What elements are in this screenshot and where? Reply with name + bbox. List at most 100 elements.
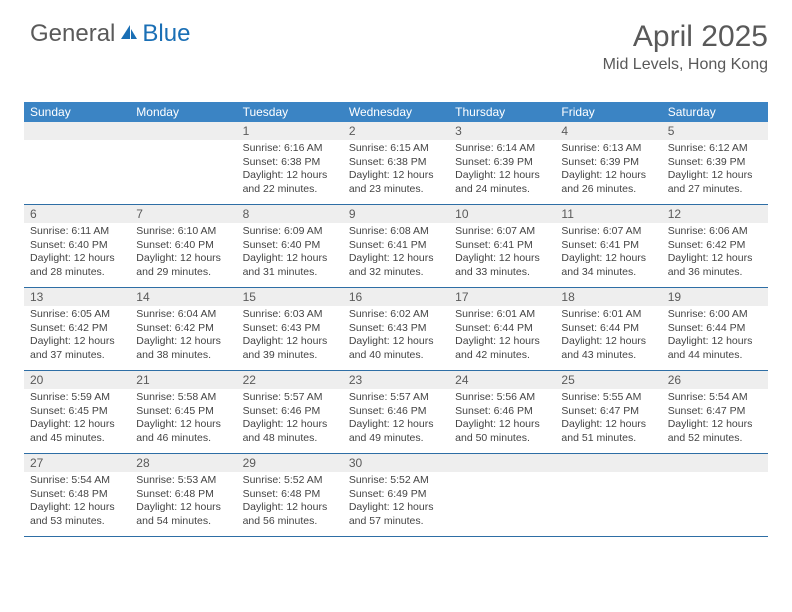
calendar-cell: 14Sunrise: 6:04 AMSunset: 6:42 PMDayligh… bbox=[130, 288, 236, 370]
cell-line: Sunset: 6:40 PM bbox=[30, 239, 124, 253]
cell-line: Sunset: 6:42 PM bbox=[136, 322, 230, 336]
cell-content: Sunrise: 6:12 AMSunset: 6:39 PMDaylight:… bbox=[662, 140, 768, 203]
cell-line: and 33 minutes. bbox=[455, 266, 549, 280]
cell-line: Daylight: 12 hours bbox=[668, 335, 762, 349]
cell-line: and 48 minutes. bbox=[243, 432, 337, 446]
day-number: 26 bbox=[662, 371, 768, 389]
day-number: 29 bbox=[237, 454, 343, 472]
cell-content: Sunrise: 6:01 AMSunset: 6:44 PMDaylight:… bbox=[555, 306, 661, 369]
cell-line: Daylight: 12 hours bbox=[243, 252, 337, 266]
cell-line: Sunset: 6:48 PM bbox=[30, 488, 124, 502]
week-row: 27Sunrise: 5:54 AMSunset: 6:48 PMDayligh… bbox=[24, 454, 768, 537]
cell-line: Sunset: 6:41 PM bbox=[561, 239, 655, 253]
calendar-cell: 16Sunrise: 6:02 AMSunset: 6:43 PMDayligh… bbox=[343, 288, 449, 370]
cell-line: Sunrise: 6:16 AM bbox=[243, 142, 337, 156]
day-number: 8 bbox=[237, 205, 343, 223]
cell-line: Sunset: 6:44 PM bbox=[561, 322, 655, 336]
day-number: 10 bbox=[449, 205, 555, 223]
cell-line: and 38 minutes. bbox=[136, 349, 230, 363]
cell-line: Sunrise: 5:54 AM bbox=[668, 391, 762, 405]
day-number: 23 bbox=[343, 371, 449, 389]
calendar-cell: 23Sunrise: 5:57 AMSunset: 6:46 PMDayligh… bbox=[343, 371, 449, 453]
calendar-cell: 19Sunrise: 6:00 AMSunset: 6:44 PMDayligh… bbox=[662, 288, 768, 370]
cell-line: Daylight: 12 hours bbox=[243, 418, 337, 432]
cell-line: Sunset: 6:47 PM bbox=[561, 405, 655, 419]
cell-line: Sunrise: 6:08 AM bbox=[349, 225, 443, 239]
cell-content: Sunrise: 5:53 AMSunset: 6:48 PMDaylight:… bbox=[130, 472, 236, 535]
day-number: 13 bbox=[24, 288, 130, 306]
cell-line: Sunset: 6:41 PM bbox=[455, 239, 549, 253]
cell-line: Sunrise: 5:59 AM bbox=[30, 391, 124, 405]
day-number: 15 bbox=[237, 288, 343, 306]
week-row: 6Sunrise: 6:11 AMSunset: 6:40 PMDaylight… bbox=[24, 205, 768, 288]
cell-line: and 32 minutes. bbox=[349, 266, 443, 280]
cell-content: Sunrise: 6:00 AMSunset: 6:44 PMDaylight:… bbox=[662, 306, 768, 369]
cell-line: Sunrise: 5:58 AM bbox=[136, 391, 230, 405]
day-number: 2 bbox=[343, 122, 449, 140]
cell-line: and 45 minutes. bbox=[30, 432, 124, 446]
cell-line: Daylight: 12 hours bbox=[243, 501, 337, 515]
cell-line: Sunrise: 6:06 AM bbox=[668, 225, 762, 239]
day-number: 28 bbox=[130, 454, 236, 472]
cell-content: Sunrise: 6:08 AMSunset: 6:41 PMDaylight:… bbox=[343, 223, 449, 286]
cell-line: Sunrise: 5:56 AM bbox=[455, 391, 549, 405]
calendar-cell: 2Sunrise: 6:15 AMSunset: 6:38 PMDaylight… bbox=[343, 122, 449, 204]
day-number: 20 bbox=[24, 371, 130, 389]
day-number: 30 bbox=[343, 454, 449, 472]
cell-line: and 57 minutes. bbox=[349, 515, 443, 529]
cell-line: and 42 minutes. bbox=[455, 349, 549, 363]
cell-line: Sunrise: 6:03 AM bbox=[243, 308, 337, 322]
cell-line: Sunrise: 6:12 AM bbox=[668, 142, 762, 156]
cell-line: Daylight: 12 hours bbox=[136, 335, 230, 349]
calendar-cell: 4Sunrise: 6:13 AMSunset: 6:39 PMDaylight… bbox=[555, 122, 661, 204]
cell-line: Daylight: 12 hours bbox=[349, 501, 443, 515]
logo-sail-icon bbox=[119, 20, 139, 48]
cell-line: Sunrise: 6:13 AM bbox=[561, 142, 655, 156]
logo: General Blue bbox=[30, 20, 190, 48]
cell-line: Sunset: 6:39 PM bbox=[455, 156, 549, 170]
cell-line: and 50 minutes. bbox=[455, 432, 549, 446]
cell-content: Sunrise: 6:07 AMSunset: 6:41 PMDaylight:… bbox=[449, 223, 555, 286]
cell-content: Sunrise: 6:07 AMSunset: 6:41 PMDaylight:… bbox=[555, 223, 661, 286]
cell-line: Sunrise: 6:04 AM bbox=[136, 308, 230, 322]
cell-line: Sunset: 6:48 PM bbox=[136, 488, 230, 502]
cell-content: Sunrise: 5:59 AMSunset: 6:45 PMDaylight:… bbox=[24, 389, 130, 452]
cell-line: and 44 minutes. bbox=[668, 349, 762, 363]
cell-line: Sunset: 6:39 PM bbox=[668, 156, 762, 170]
cell-line: Daylight: 12 hours bbox=[349, 169, 443, 183]
day-header-row: Sunday Monday Tuesday Wednesday Thursday… bbox=[24, 102, 768, 122]
title-block: April 2025 Mid Levels, Hong Kong bbox=[603, 20, 768, 74]
cell-content: Sunrise: 6:14 AMSunset: 6:39 PMDaylight:… bbox=[449, 140, 555, 203]
cell-line: and 26 minutes. bbox=[561, 183, 655, 197]
cell-line: Sunrise: 6:10 AM bbox=[136, 225, 230, 239]
calendar-cell: 30Sunrise: 5:52 AMSunset: 6:49 PMDayligh… bbox=[343, 454, 449, 536]
cell-line: Sunset: 6:43 PM bbox=[243, 322, 337, 336]
cell-line: Sunrise: 6:07 AM bbox=[561, 225, 655, 239]
cell-content bbox=[24, 140, 130, 148]
calendar-cell bbox=[449, 454, 555, 536]
week-row: 1Sunrise: 6:16 AMSunset: 6:38 PMDaylight… bbox=[24, 122, 768, 205]
calendar-cell: 15Sunrise: 6:03 AMSunset: 6:43 PMDayligh… bbox=[237, 288, 343, 370]
cell-line: Sunrise: 5:57 AM bbox=[349, 391, 443, 405]
cell-line: Daylight: 12 hours bbox=[561, 418, 655, 432]
cell-line: Daylight: 12 hours bbox=[668, 169, 762, 183]
calendar-cell bbox=[130, 122, 236, 204]
cell-line: Daylight: 12 hours bbox=[30, 418, 124, 432]
cell-line: and 34 minutes. bbox=[561, 266, 655, 280]
cell-line: Daylight: 12 hours bbox=[30, 252, 124, 266]
day-number: 7 bbox=[130, 205, 236, 223]
day-number: 3 bbox=[449, 122, 555, 140]
calendar-cell: 17Sunrise: 6:01 AMSunset: 6:44 PMDayligh… bbox=[449, 288, 555, 370]
cell-line: Sunrise: 5:53 AM bbox=[136, 474, 230, 488]
cell-content bbox=[130, 140, 236, 148]
cell-content bbox=[662, 472, 768, 480]
day-number: 11 bbox=[555, 205, 661, 223]
cell-line: Daylight: 12 hours bbox=[136, 501, 230, 515]
day-number: 25 bbox=[555, 371, 661, 389]
cell-content: Sunrise: 5:57 AMSunset: 6:46 PMDaylight:… bbox=[237, 389, 343, 452]
cell-line: and 24 minutes. bbox=[455, 183, 549, 197]
calendar-cell bbox=[24, 122, 130, 204]
month-title: April 2025 bbox=[603, 20, 768, 54]
cell-line: and 31 minutes. bbox=[243, 266, 337, 280]
cell-content: Sunrise: 6:04 AMSunset: 6:42 PMDaylight:… bbox=[130, 306, 236, 369]
